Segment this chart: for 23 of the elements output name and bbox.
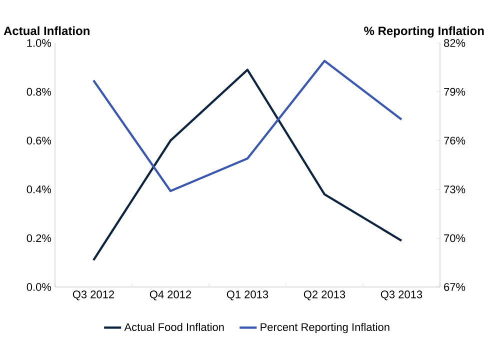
x-tick-label: Q1 2013: [226, 290, 268, 300]
x-tick-label: Q4 2012: [150, 290, 192, 300]
y2-tick-label: 70%: [444, 234, 466, 242]
y-tick-label: 0.2%: [26, 234, 52, 242]
y2-tick-label: 76%: [444, 136, 466, 144]
x-tick-label: Q2 2013: [304, 290, 346, 300]
y2-tick-label: 73%: [444, 186, 466, 194]
x-tick-label: Q3 2012: [72, 290, 114, 300]
y2-axis-title: % Reporting Inflation: [364, 26, 484, 38]
legend-label: Percent Reporting Inflation: [260, 322, 390, 334]
legend-label: Actual Food Inflation: [124, 322, 224, 331]
y-tick-label: 0.4%: [26, 186, 52, 194]
y-tick-label: 0.0%: [26, 283, 52, 291]
line-series: [92, 68, 403, 262]
y2-tick-label: 67%: [444, 283, 466, 291]
y-tick-label: 0.8%: [26, 88, 52, 96]
y-axis-title: Actual Inflation: [4, 26, 90, 36]
y2-tick-label: 79%: [444, 88, 466, 96]
x-tick-label: Q3 2013: [380, 290, 422, 300]
y-tick-label: 1.0%: [27, 39, 52, 47]
y2-tick-label: 82%: [444, 39, 466, 47]
line-series: [92, 60, 403, 192]
y-tick-label: 0.6%: [26, 136, 52, 144]
